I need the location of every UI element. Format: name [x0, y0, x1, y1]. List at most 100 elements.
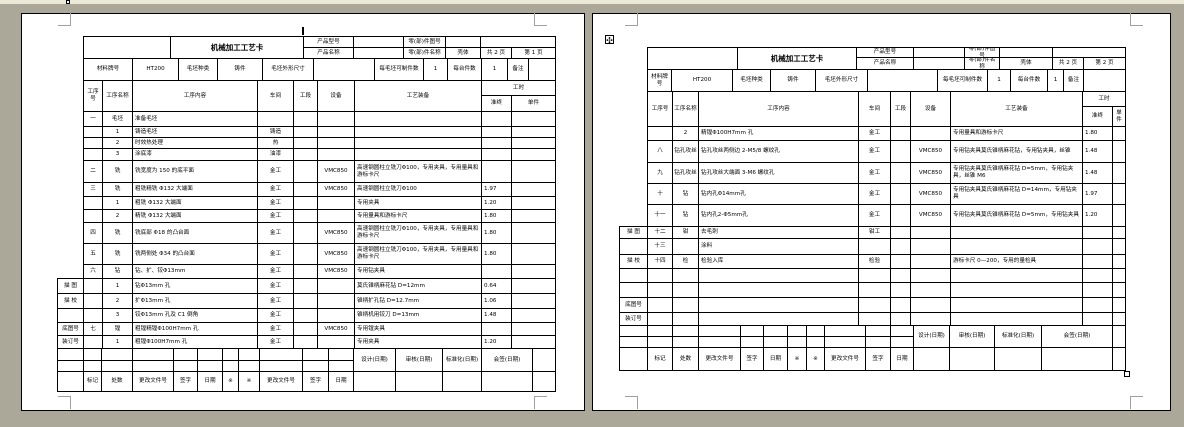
table-cell — [1112, 204, 1126, 227]
table-cell — [1112, 140, 1126, 163]
table-cell: 备注 — [507, 58, 529, 81]
table-cell: 金工 — [257, 182, 294, 197]
ruler-indent-marker[interactable] — [66, 0, 70, 4]
table-cell: 设备 — [910, 91, 951, 127]
table-cell — [83, 293, 103, 309]
process-tooling: 高速钢圆柱立铣刀Φ100，专用夹具，专用量具和游标卡尺 — [354, 243, 482, 265]
table-cell — [672, 238, 699, 255]
process-content: 准备毛坯 — [132, 111, 258, 127]
table-cell: 金工 — [257, 243, 294, 265]
process-tooling — [354, 111, 482, 127]
table-cell: 七 — [83, 322, 103, 336]
table-cell: VMC850 — [317, 160, 355, 183]
table-cell: 1.20 — [481, 196, 512, 210]
table-cell: 车间 — [858, 91, 891, 127]
table-cell: 日期 — [763, 347, 788, 371]
table-cell — [890, 204, 911, 227]
table-cell — [1112, 325, 1126, 348]
table-cell: 八 — [647, 140, 673, 163]
table-cell: 十三 — [647, 238, 673, 255]
table-cell: 金工 — [858, 162, 891, 184]
table-cell: 毛坯外形尺寸 — [815, 69, 868, 92]
table-cell: 1.80 — [481, 222, 512, 244]
table-cell: 每台件数 — [1010, 69, 1048, 92]
table-cell — [858, 282, 891, 298]
table-cell — [1082, 282, 1113, 298]
table-cell — [511, 293, 556, 309]
table-cell — [83, 209, 103, 223]
process-content: 扩Φ13mm 孔 — [132, 293, 258, 309]
table-cell: 工序内容 — [132, 80, 258, 112]
table-cell: 1.80 — [481, 243, 512, 265]
table-cell: 更改文件号 — [132, 371, 174, 392]
table-cell: 金工 — [257, 209, 294, 223]
table-cell: 1.06 — [481, 293, 512, 309]
crop-mark — [1130, 396, 1143, 409]
document-page-2[interactable] — [592, 13, 1171, 411]
table-cell: 工时 — [1082, 91, 1126, 107]
table-cell: VMC850 — [317, 322, 355, 336]
table-cell — [890, 183, 911, 205]
process-content — [698, 297, 859, 313]
side-label: 装订号 — [57, 335, 84, 349]
table-cell: 1 — [102, 335, 133, 349]
table-cell — [1082, 312, 1113, 326]
table-cell — [511, 160, 556, 183]
process-content — [698, 268, 859, 283]
table-cell: 日期 — [890, 347, 914, 371]
resize-handle-icon[interactable] — [1124, 371, 1130, 377]
table-cell — [1082, 297, 1113, 313]
table-cell — [293, 335, 318, 349]
table-cell: 准终 — [481, 95, 512, 112]
table-cell — [890, 162, 911, 184]
process-tooling: 锥柄扩孔钻 D=12.7mm — [354, 293, 482, 309]
table-cell — [57, 371, 84, 392]
table-cell — [293, 182, 318, 197]
table-cell: 工艺装备 — [354, 80, 482, 112]
table-cell: 1 — [102, 196, 133, 210]
crop-mark — [625, 396, 638, 409]
side-label: 描 校 — [619, 254, 648, 269]
table-cell: 设备 — [317, 80, 355, 112]
table-cell — [890, 140, 911, 163]
process-content: 粗铣 Φ132 大端面 — [132, 196, 258, 210]
table-cell: 镗 — [102, 322, 133, 336]
table-cell: 金工 — [257, 196, 294, 210]
table-cell: 金工 — [257, 264, 294, 279]
horizontal-ruler[interactable] — [0, 0, 1184, 4]
table-cell — [910, 312, 951, 326]
side-label: 装订号 — [619, 312, 648, 326]
table-cell: 会签(日期) — [481, 348, 533, 372]
process-content: 精铣 Φ132 大端面 — [132, 209, 258, 223]
side-label — [619, 238, 648, 255]
table-cell: 毛坯 — [102, 111, 133, 127]
table-cell: VMC850 — [910, 140, 951, 163]
table-cell — [1112, 183, 1126, 205]
table-cell — [313, 58, 375, 81]
document-page-1[interactable] — [21, 13, 585, 411]
table-cell: 钻 — [672, 204, 699, 227]
table-cell: 二 — [83, 160, 103, 183]
table-cell — [858, 238, 891, 255]
process-content — [698, 282, 859, 298]
table-cell: 铸件 — [770, 69, 816, 92]
table-cell: 2 — [102, 209, 133, 223]
table-cell — [858, 297, 891, 313]
table-cell: 工段 — [293, 80, 318, 112]
table-cell — [910, 254, 951, 269]
side-label: 描 校 — [57, 293, 84, 309]
process-tooling: 专用镗夹具 — [354, 322, 482, 336]
process-content: 铰Φ13mm 孔及 C1 倒角 — [132, 308, 258, 323]
side-label: 底图号 — [57, 322, 84, 336]
table-cell: 金工 — [257, 335, 294, 349]
table-cell: 金工 — [257, 160, 294, 183]
table-cell: 钻 — [102, 264, 133, 279]
move-icon[interactable]: ✣ — [605, 35, 614, 45]
table-cell: VMC850 — [910, 162, 951, 184]
table-cell — [511, 243, 556, 265]
table-cell — [949, 347, 995, 371]
table-cell: 每毛坯可制件数 — [374, 58, 424, 81]
table-cell: 检 — [672, 254, 699, 269]
table-cell: 1.97 — [481, 182, 512, 197]
